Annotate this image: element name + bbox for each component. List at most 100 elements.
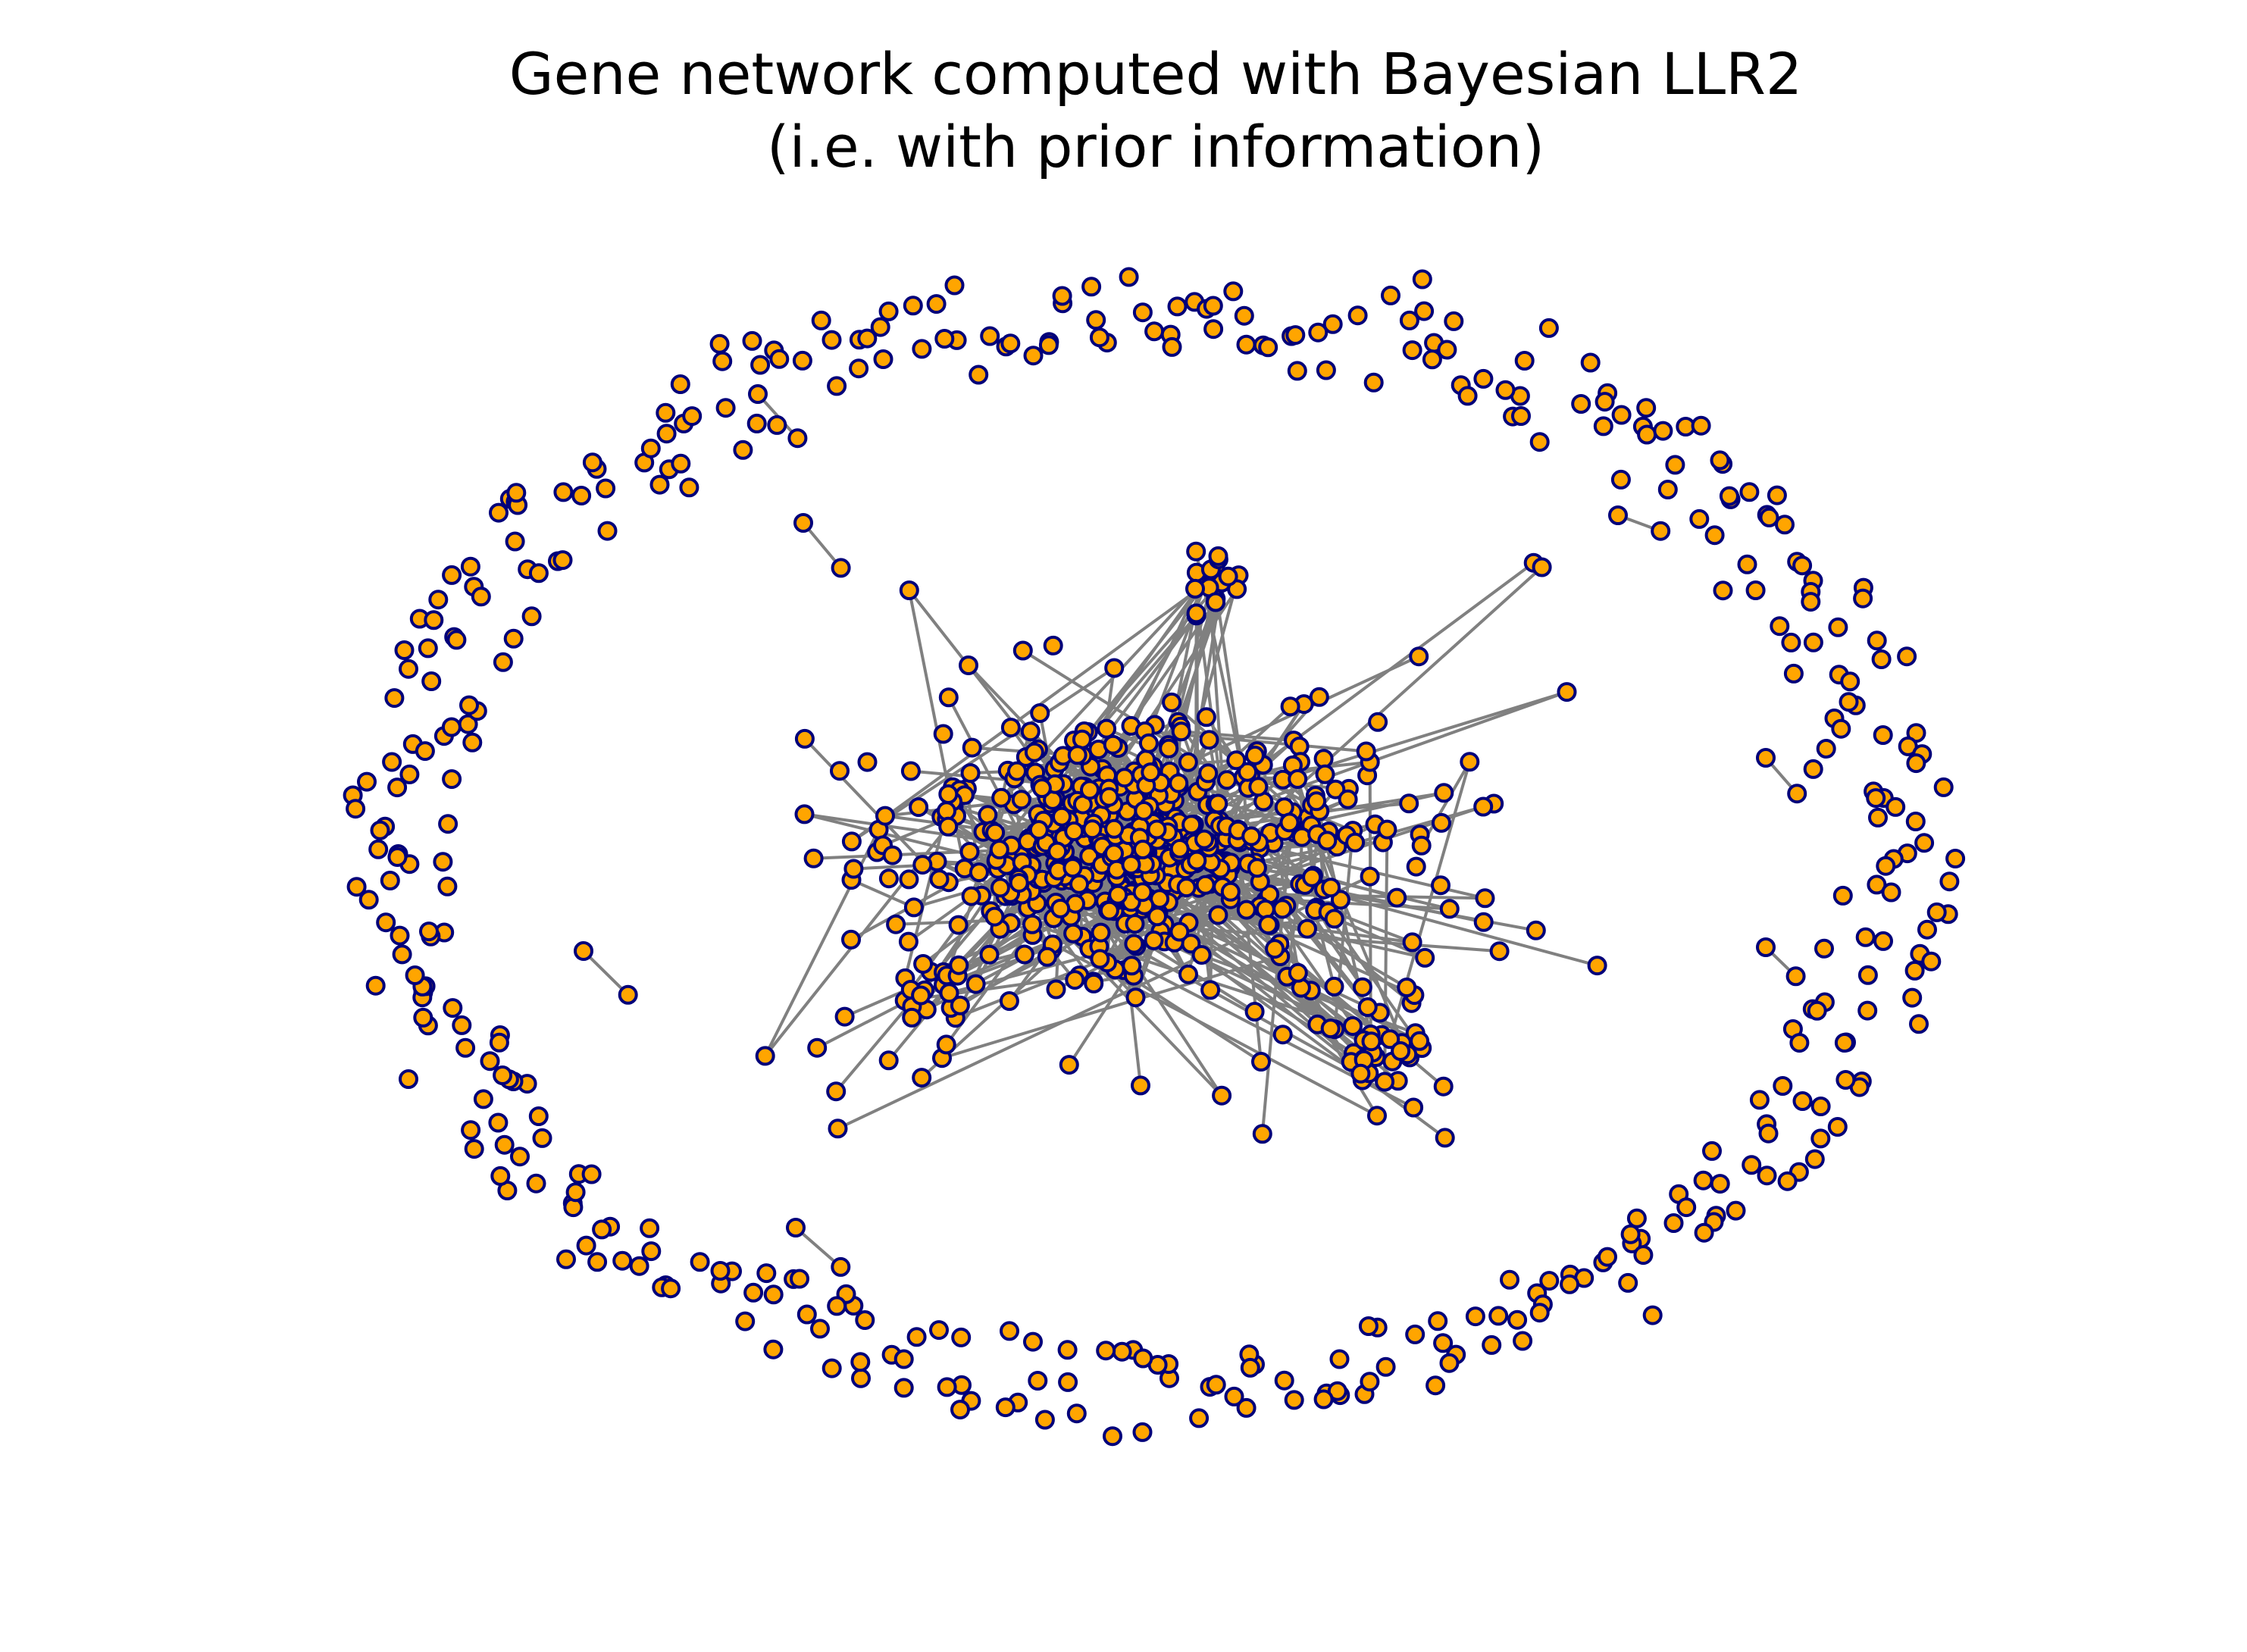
network-node [1162,692,1182,712]
network-node [1867,630,1887,651]
network-node [565,1182,586,1203]
network-node [574,941,593,961]
network-node [1023,1331,1043,1352]
network-node [1069,874,1089,894]
network-node [1090,949,1110,969]
network-node [390,925,410,946]
network-node [1144,321,1165,342]
network-node [1428,1311,1448,1331]
network-node [949,955,969,975]
network-node [1902,987,1923,1008]
network-node [1195,874,1216,895]
network-node [1169,839,1190,859]
network-node [553,482,574,502]
network-node [1097,718,1117,739]
network-node [1473,368,1494,389]
network-node [763,1284,784,1305]
network-node [903,897,924,918]
network-node [1321,878,1341,898]
network-node [1757,1165,1777,1186]
network-node [1391,1041,1411,1061]
network-edge [1333,830,1355,1030]
network-node [763,1339,784,1359]
network-node [903,296,923,316]
network-node [834,1006,855,1027]
network-node [1050,898,1071,918]
network-node [1594,392,1615,412]
network-node [421,671,442,691]
network-node [384,688,405,709]
network-node [1368,712,1388,732]
network-node [1203,319,1224,339]
network-node [1147,819,1167,840]
network-node [1839,692,1859,712]
network-node [938,816,959,837]
network-node [906,1327,927,1347]
network-node [1598,1247,1617,1267]
network-node [1906,753,1926,774]
network-node [1114,768,1134,788]
network-node [1279,812,1300,833]
network-node [934,329,955,349]
network-node [938,784,959,804]
network-node [1803,632,1823,652]
network-node [746,413,767,433]
network-node [1356,741,1376,762]
network-node [1285,325,1306,346]
network-node [582,452,602,473]
network-node [1642,1305,1663,1325]
network-node [1191,945,1212,965]
network-node [488,1112,509,1133]
network-node [1726,1200,1746,1221]
network-node [1352,977,1372,997]
network-node [1198,763,1219,784]
network-node [1248,777,1269,797]
network-node [358,890,379,910]
network-node [640,438,661,458]
network-node [1745,580,1766,600]
network-node [1783,663,1804,684]
network-node [656,402,676,423]
network-node [1495,380,1516,400]
network-node [1272,1025,1293,1045]
network-node [1380,1029,1400,1050]
network-node [803,848,824,868]
network-node [1132,1422,1153,1442]
network-node [1308,322,1328,343]
network-edge [794,1226,842,1269]
network-node [1103,1426,1122,1447]
network-node [913,954,934,974]
network-node [1280,696,1300,717]
network-node [399,1069,418,1089]
network-node [1361,1031,1382,1052]
network-node [1939,871,1960,892]
network-node [1532,557,1552,577]
network-node [503,628,524,649]
network-node [962,737,982,758]
network-node [1651,521,1671,541]
network-node [1411,835,1432,856]
network-node [767,415,787,435]
network-node [424,610,444,630]
network-node [742,330,762,351]
network-node [830,761,850,781]
network-node [1415,947,1435,968]
network-node [1247,858,1267,878]
network-node [1587,956,1607,976]
network-node [1475,888,1495,909]
network-node [1526,920,1546,940]
network-node [368,839,389,859]
network-node [1099,787,1119,807]
network-node [489,1032,509,1053]
network-node [1626,1208,1647,1228]
network-node [1399,793,1419,814]
network-node [1212,1085,1232,1106]
network-node [743,1282,764,1303]
network-node [1315,764,1335,784]
network-node [506,483,527,503]
network-node [950,995,970,1015]
network-node [1302,867,1322,887]
network-node [882,845,903,865]
network-node [1238,762,1258,782]
network-node [649,474,670,495]
